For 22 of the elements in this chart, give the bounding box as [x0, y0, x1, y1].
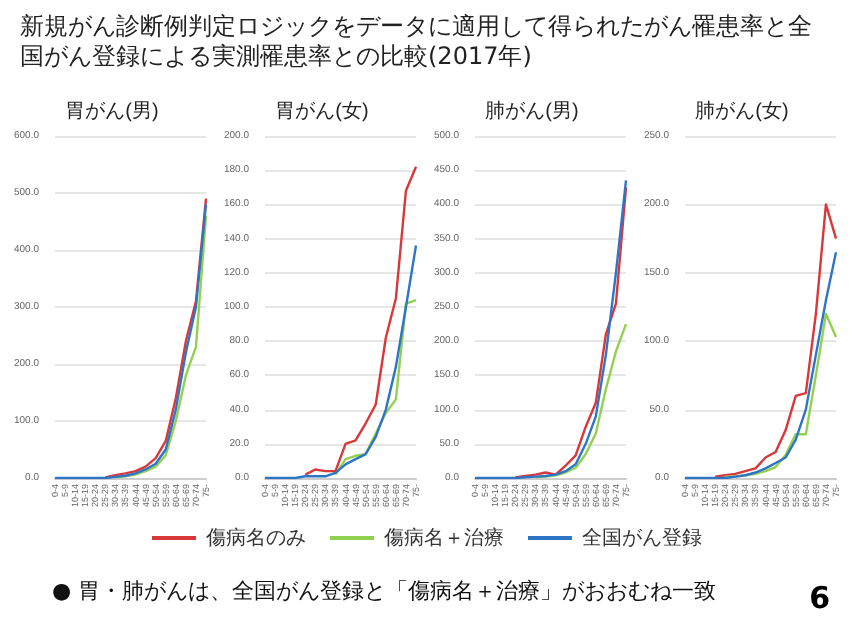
line-series [263, 244, 418, 480]
chart-title: 胃がん(男) [65, 101, 159, 123]
line-series [304, 165, 418, 476]
chart-title: 肺がん(女) [695, 99, 789, 123]
text: 6 [809, 580, 830, 616]
line-series [104, 197, 208, 479]
line-series [334, 298, 418, 476]
legend-label: 傷病名＋治療 [382, 528, 504, 550]
line-series [114, 214, 208, 479]
line-series [53, 203, 208, 480]
chart-title: 肺がん(男) [485, 99, 579, 123]
line-series [514, 186, 628, 479]
chart-title: 胃がん(女) [275, 99, 369, 123]
text: 新規がん診断例判定ロジックをデータに適用して得られたがん罹患率と全国がん登録による実測罹患率との比較(2017年) [20, 12, 814, 72]
line-series [534, 322, 628, 479]
line-series [473, 179, 628, 480]
text: ● 胃・肺がんは、全国がん登録と「傷病名＋治療」がおおむね一致 [52, 576, 717, 606]
legend-label: 全国がん登録 [580, 528, 702, 550]
line-series [714, 203, 838, 478]
legend-label: 傷病名のみ [204, 528, 306, 550]
line-series [683, 251, 838, 480]
line-series [724, 312, 838, 478]
